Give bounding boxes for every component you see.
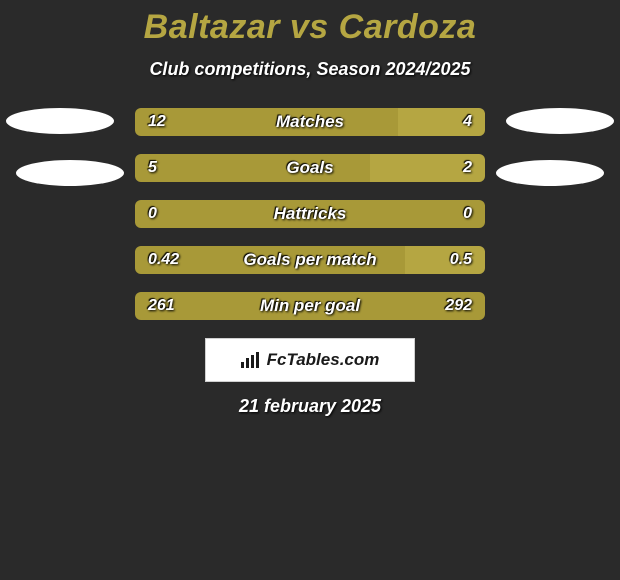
stat-bar-track: Goals per match bbox=[135, 246, 485, 274]
stat-bar-track: Matches bbox=[135, 108, 485, 136]
stat-label: Min per goal bbox=[135, 292, 485, 320]
source-badge-text: FcTables.com bbox=[267, 350, 380, 370]
stat-label: Goals bbox=[135, 154, 485, 182]
stats-block: Matches 12 4 Goals 5 2 Hattricks 0 0 bbox=[0, 108, 620, 320]
date-text: 21 february 2025 bbox=[0, 396, 620, 417]
page-title: Baltazar vs Cardoza bbox=[0, 8, 620, 47]
stat-value-right: 0 bbox=[463, 200, 472, 228]
stat-value-right: 0.5 bbox=[450, 246, 472, 274]
stat-row: Goals per match 0.42 0.5 bbox=[0, 246, 620, 274]
stat-value-left: 0.42 bbox=[148, 246, 179, 274]
stat-value-left: 261 bbox=[148, 292, 175, 320]
stat-value-right: 4 bbox=[463, 108, 472, 136]
stat-label: Matches bbox=[135, 108, 485, 136]
stat-value-right: 292 bbox=[445, 292, 472, 320]
source-badge: FcTables.com bbox=[205, 338, 415, 382]
stat-row: Goals 5 2 bbox=[0, 154, 620, 182]
comparison-infographic: Baltazar vs Cardoza Club competitions, S… bbox=[0, 0, 620, 417]
stat-label: Goals per match bbox=[135, 246, 485, 274]
stat-bar-track: Min per goal bbox=[135, 292, 485, 320]
stat-value-left: 5 bbox=[148, 154, 157, 182]
stat-row: Hattricks 0 0 bbox=[0, 200, 620, 228]
page-subtitle: Club competitions, Season 2024/2025 bbox=[0, 59, 620, 80]
stat-row: Min per goal 261 292 bbox=[0, 292, 620, 320]
stat-row: Matches 12 4 bbox=[0, 108, 620, 136]
chart-icon bbox=[241, 352, 261, 368]
stat-value-left: 12 bbox=[148, 108, 166, 136]
stat-value-left: 0 bbox=[148, 200, 157, 228]
stat-label: Hattricks bbox=[135, 200, 485, 228]
stat-bar-track: Goals bbox=[135, 154, 485, 182]
stat-bar-track: Hattricks bbox=[135, 200, 485, 228]
stat-value-right: 2 bbox=[463, 154, 472, 182]
